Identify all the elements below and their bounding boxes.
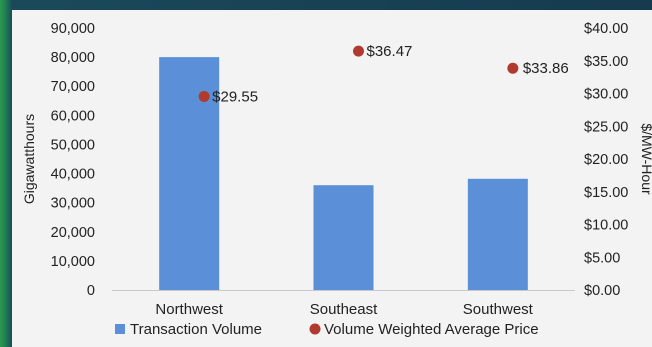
left-axis: 0 10,000 20,000 30,000 40,000 50,000 60,000 70,…: [51, 21, 95, 299]
y-tick-label: 0: [87, 283, 95, 299]
y-tick-label: 40,000: [51, 167, 95, 183]
y-right-tick-label: $15.00: [584, 185, 628, 201]
y-tick-label: 20,000: [51, 225, 95, 241]
price-point-northwest: [198, 90, 210, 102]
legend-label-price: Volume Weighted Average Price: [324, 321, 539, 338]
y-right-tick-label: $30.00: [584, 87, 628, 103]
y-right-tick-label: $0.00: [584, 283, 620, 299]
y-right-tick-label: $40.00: [584, 21, 628, 37]
y-right-tick-label: $10.00: [584, 218, 628, 234]
legend: Transaction Volume Volume Weighted Avera…: [115, 321, 539, 338]
y-right-tick-label: $35.00: [584, 54, 628, 70]
category-label: Northwest: [155, 301, 223, 318]
category-label: Southwest: [463, 301, 534, 318]
y-axis-title: Gigawatthours: [21, 114, 37, 204]
bar-northwest: [159, 57, 220, 290]
y-tick-label: 90,000: [51, 21, 95, 37]
y-tick-label: 50,000: [51, 137, 95, 153]
y-right-tick-label: $5.00: [584, 250, 620, 266]
chart-panel: 0 10,000 20,000 30,000 40,000 50,000 60,000 70,…: [12, 10, 652, 347]
bar-southeast: [313, 185, 374, 290]
right-axis: $0.00 $5.00 $10.00 $15.00 $20.00 $25.00 $30.00…: [584, 21, 628, 299]
y-tick-label: 10,000: [51, 254, 95, 270]
price-data-label: $29.55: [212, 88, 258, 105]
category-labels: Northwest Southeast Southwest: [155, 301, 533, 318]
legend-swatch-price: [309, 323, 321, 335]
legend-label-transaction-volume: Transaction Volume: [130, 321, 262, 338]
bar-southwest: [467, 178, 528, 290]
y-right-tick-label: $25.00: [584, 119, 628, 135]
price-series: $29.55 $36.47 $33.86: [198, 43, 569, 105]
y-tick-label: 60,000: [51, 108, 95, 124]
y-tick-label: 30,000: [51, 196, 95, 212]
y-tick-label: 70,000: [51, 79, 95, 95]
combo-chart: 0 10,000 20,000 30,000 40,000 50,000 60,000 70,…: [21, 21, 652, 338]
price-point-southeast: [353, 45, 364, 57]
category-label: Southeast: [310, 301, 378, 318]
price-data-label: $36.47: [367, 43, 413, 60]
y-tick-label: 80,000: [51, 50, 95, 66]
price-point-southwest: [507, 62, 519, 74]
legend-swatch-transaction-volume: [115, 324, 125, 334]
y-right-tick-label: $20.00: [584, 152, 628, 168]
y-axis-right-title: $/MW-Hour: [639, 123, 652, 195]
price-data-label: $33.86: [523, 60, 569, 77]
